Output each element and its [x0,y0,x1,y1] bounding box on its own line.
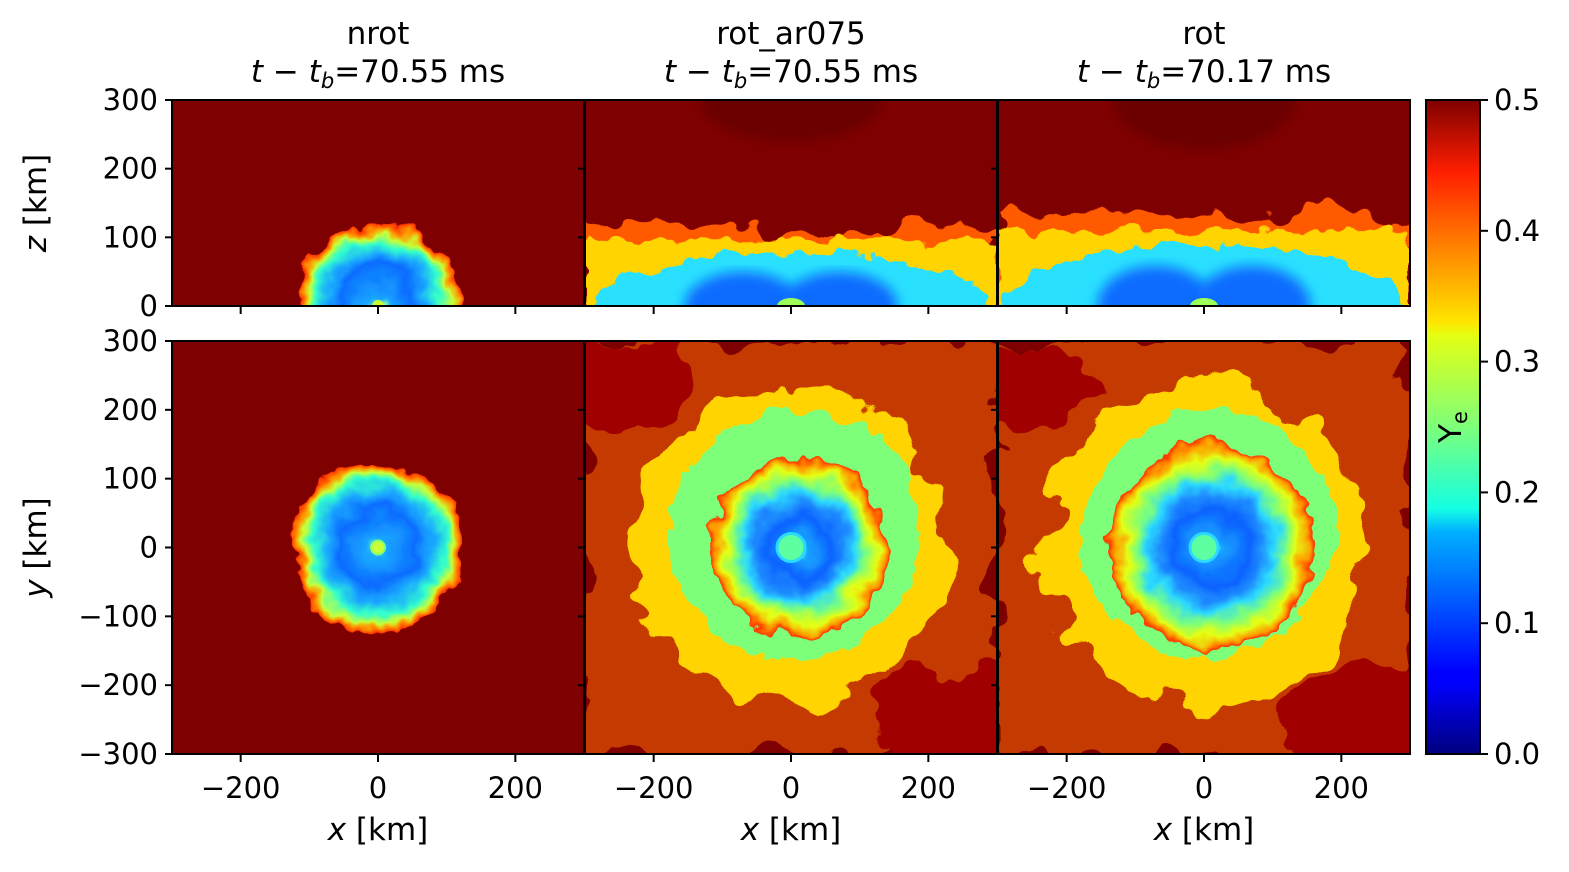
xtick-label: −200 [201,771,281,805]
xtick-label: 0 [1195,771,1213,805]
heatmap-xz-rot [998,100,1410,306]
ytick-label: 100 [103,462,158,496]
ye-core [1188,532,1220,563]
x-axis-label: x [km] [1153,812,1255,848]
y-axis-label-bottom: y [km] [18,497,54,599]
outer-patch [1278,663,1410,754]
xtick-label: −200 [1027,771,1107,805]
colorbar-label: Ye [1433,411,1472,444]
outer-patch [585,341,684,424]
xtick-label: 200 [901,771,956,805]
ytick-label: 0 [140,531,158,565]
heatmap-xy-nrot [172,341,584,754]
panel-time: t − tb=70.55 ms [251,54,505,93]
ye-core [775,532,807,563]
y-axis-label-top: z [km] [18,154,54,253]
heatmap-xy-rot [998,341,1410,754]
x-axis-label: x [km] [740,812,842,848]
panel-title: nrot [347,16,410,52]
ytick-label: 300 [103,83,158,117]
colorbar-tick-label: 0.4 [1494,214,1540,248]
heatmap-xz-rot_ar075 [585,100,997,306]
xtick-label: 0 [369,771,387,805]
colorbar-tick-label: 0.3 [1494,345,1540,379]
ye-bubble [295,223,461,306]
ye-lobe-left [1097,265,1215,306]
colorbar-tick-label: 0.1 [1494,606,1540,640]
colorbar-frame [1425,99,1481,755]
ytick-label: 200 [103,152,158,186]
ye-lobe-left [684,272,802,306]
ye-core [372,300,384,306]
ytick-label: −300 [78,737,158,771]
heatmap-xz-nrot [172,100,584,306]
ye-lobe-right [1193,265,1311,306]
ytick-label: 300 [103,324,158,358]
ye-core [777,298,805,306]
panel-title: rot [1182,16,1225,52]
colorbar [1426,100,1480,754]
ye-lobe-right [780,272,898,306]
ytick-label: −100 [78,599,158,633]
ye-core [1190,298,1218,306]
xtick-label: −200 [614,771,694,805]
colorbar-tick-label: 0.2 [1494,475,1540,509]
ytick-label: 0 [140,289,158,323]
x-axis-label: x [km] [327,812,429,848]
xtick-label: 200 [1314,771,1369,805]
polar-cap [1113,100,1295,150]
xtick-label: 200 [488,771,543,805]
colorbar-tick-label: 0.5 [1494,83,1540,117]
xtick-label: 0 [782,771,800,805]
ytick-label: −200 [78,668,158,702]
ytick-label: 100 [103,220,158,254]
heatmap-xy-rot_ar075 [585,341,997,754]
panel-time: t − tb=70.55 ms [664,54,918,93]
ye-core [370,539,386,556]
outer-patch [865,663,997,754]
outer-patch [998,341,1097,424]
panel-title: rot_ar075 [716,16,866,52]
polar-cap [700,100,882,142]
ytick-label: 200 [103,393,158,427]
colorbar-tick-label: 0.0 [1494,737,1540,771]
panel-time: t − tb=70.17 ms [1077,54,1331,93]
